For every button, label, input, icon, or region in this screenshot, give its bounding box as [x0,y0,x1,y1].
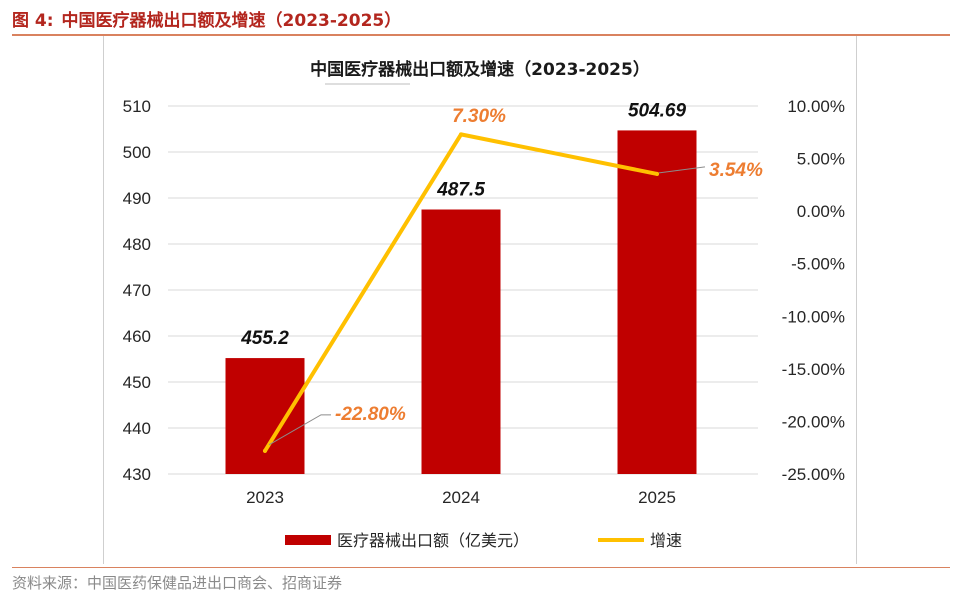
y-right-tick-label: -25.00% [782,465,845,484]
y-left-tick-label: 490 [123,189,151,208]
growth-rate-point-2025 [655,171,659,176]
y-left-tick-label: 450 [123,373,151,392]
y-right-tick-label: -20.00% [782,412,845,431]
footer-rule [12,567,950,568]
bar-export-2024 [421,209,501,474]
rate-value-label: -22.80% [335,404,406,425]
y-right-tick-label: -10.00% [782,307,845,326]
y-right-tick-label: -15.00% [782,360,845,379]
bar-export-2025 [617,130,697,474]
y-left-tick-label: 510 [123,97,151,116]
y-right-tick-label: 5.00% [797,150,845,169]
chart-title: 中国医疗器械出口额及增速（2023-2025） [310,59,650,80]
x-tick-label: 2024 [442,488,480,507]
y-right-tick-label: -5.00% [791,255,845,274]
y-left-tick-label: 440 [123,419,151,438]
x-tick-label: 2025 [638,488,676,507]
x-tick-label: 2023 [246,488,284,507]
bar-value-label: 504.69 [628,100,687,121]
y-left-tick-label: 430 [123,465,151,484]
chart-frame [103,36,857,564]
source-note: 资料来源：中国医药保健品进出口商会、招商证券 [12,574,343,592]
chart: 中国医疗器械出口额及增速（2023-2025） 430 440 450 460 470 48… [123,59,845,550]
legend-line-label: 增速 [650,531,682,550]
y-right-tick-label: 10.00% [787,97,845,116]
growth-rate-point-2023 [263,448,267,453]
y-left-tick-label: 500 [123,143,151,162]
legend-bar-swatch [285,535,331,545]
growth-rate-point-2024 [459,132,463,137]
rate-value-label: 3.54% [709,160,763,181]
figure-header: 图 4: 中国医疗器械出口额及增速（2023-2025） [12,6,409,31]
figure-title: 中国医疗器械出口额及增速（2023-2025） [61,11,402,31]
y-right-tick-label: 0.00% [797,202,845,221]
y-left-tick-label: 470 [123,281,151,300]
rate-value-label: 7.30% [452,106,506,127]
header-rule [12,34,950,36]
bar-value-label: 455.2 [240,328,289,349]
bar-value-label: 487.5 [436,180,485,201]
legend-bar-label: 医疗器械出口额（亿美元） [337,531,529,550]
y-left-tick-label: 480 [123,235,151,254]
rate-leader-line [658,166,706,174]
rate-leader-line [268,414,331,446]
bar-export-2023 [225,358,305,474]
y-left-tick-label: 460 [123,327,151,346]
figure-number: 图 4: [12,11,54,31]
